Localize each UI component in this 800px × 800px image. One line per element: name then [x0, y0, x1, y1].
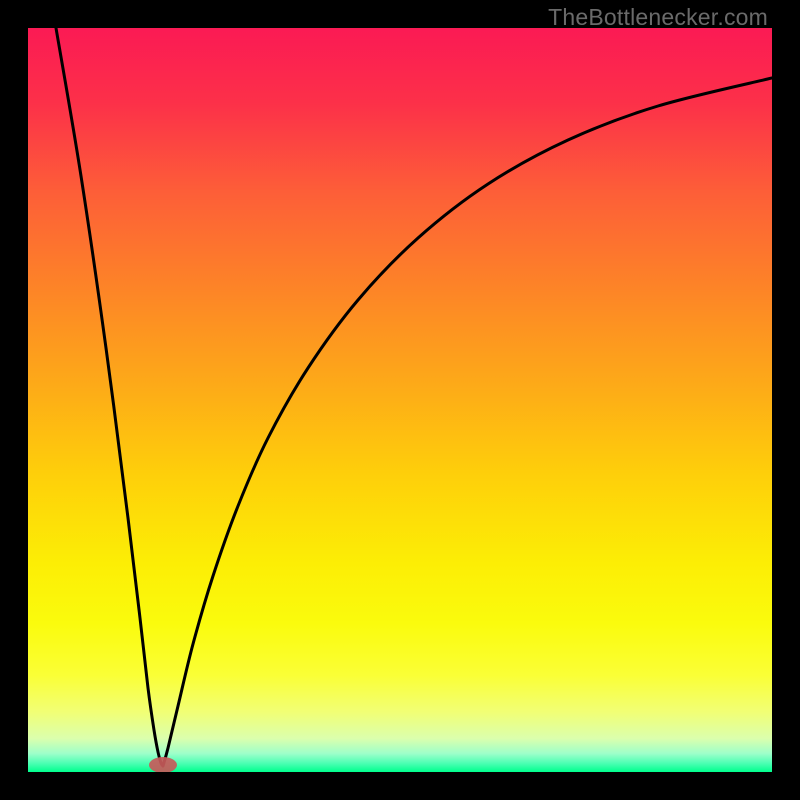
- minimum-marker: [149, 757, 177, 772]
- plot-area: [28, 28, 772, 772]
- bottleneck-curve: [28, 28, 772, 772]
- watermark-text: TheBottlenecker.com: [548, 4, 768, 31]
- chart-container: TheBottlenecker.com: [0, 0, 800, 800]
